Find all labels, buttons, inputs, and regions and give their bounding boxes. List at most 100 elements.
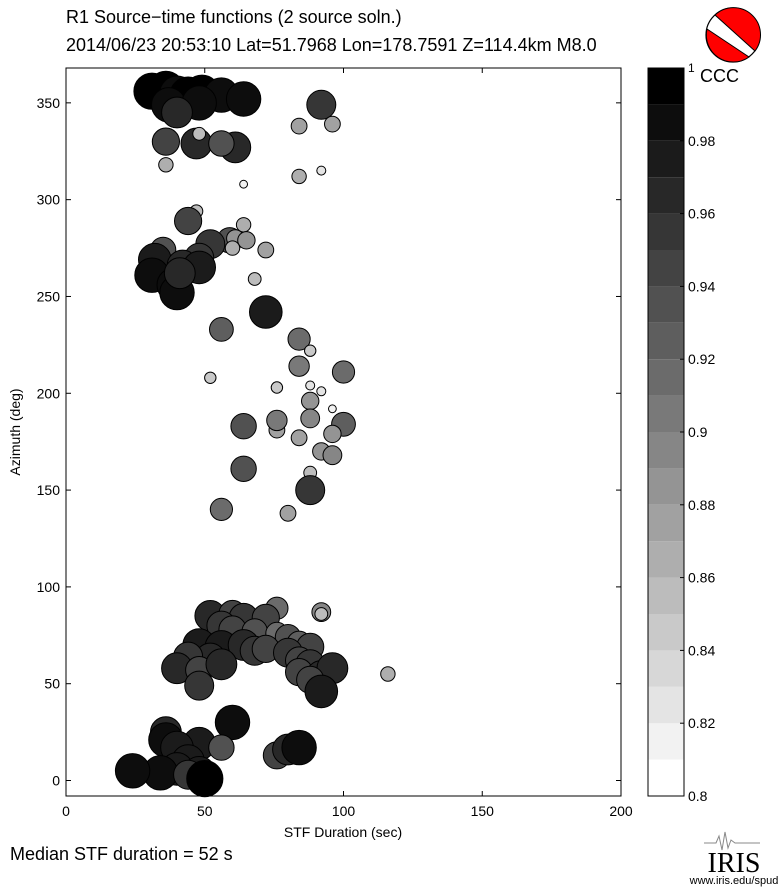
data-point [323,424,342,444]
colorbar-segment [648,650,684,687]
data-point [209,497,233,521]
data-point [214,704,251,741]
colorbar-segment [648,286,684,323]
colorbar-tick-label: 0.98 [688,133,715,149]
data-point [314,607,329,621]
colorbar-tick-label: 0.9 [688,424,708,440]
colorbar-tick-label: 0.8 [688,788,708,804]
colorbar-tick-label: 0.82 [688,715,715,731]
data-point [114,753,151,789]
y-tick-label: 100 [37,579,61,595]
data-point [247,272,262,286]
colorbar-label: CCC [700,66,739,86]
median-duration-text: Median STF duration = 52 s [10,844,233,864]
colorbar-tick-label: 1 [688,61,695,75]
y-tick-label: 200 [37,385,61,401]
data-point [239,179,249,189]
colorbar-segment [648,759,684,796]
data-point [208,734,235,761]
data-point [248,295,283,329]
colorbar-tick-label: 0.86 [688,570,715,586]
data-point [192,126,207,141]
data-point [158,157,174,173]
data-point [174,206,203,236]
colorbar-tick-label: 0.96 [688,206,715,222]
iris-logo-text: IRIS [708,848,761,879]
data-point [225,81,262,117]
colorbar-segment [648,250,684,287]
y-tick-label: 50 [44,676,60,692]
data-point [224,240,241,256]
event-info: 2014/06/23 20:53:10 Lat=51.7968 Lon=178.… [66,35,597,55]
data-point [186,760,224,798]
data-point [295,475,326,506]
colorbar-segment [648,359,684,396]
colorbar-segment [648,322,684,360]
data-point [266,409,288,432]
colorbar-segment [648,68,684,105]
data-point [331,360,356,384]
data-point [380,666,396,682]
y-tick-label: 150 [37,482,61,498]
data-point [288,355,310,377]
x-tick-label: 200 [609,803,633,819]
data-point [300,408,321,429]
colorbar-segment [648,577,684,614]
data-point [301,391,320,411]
x-tick-label: 100 [332,803,356,819]
iris-logo: IRIS www.iris.edu/spud [689,831,779,887]
colorbar-segment [648,614,684,651]
data-point [328,404,337,414]
data-point [305,380,316,391]
x-tick-label: 0 [62,803,70,819]
colorbar-tick-label: 0.92 [688,351,715,367]
data-point [287,327,311,351]
y-tick-label: 300 [37,192,61,208]
data-point [281,729,317,766]
data-point [161,96,193,129]
data-point [306,89,337,120]
x-axis-label: STF Duration (sec) [284,824,402,840]
data-point [184,670,215,701]
data-point [237,231,256,250]
colorbar-segment [648,140,684,178]
x-tick-label: 150 [471,803,495,819]
data-point [290,117,308,135]
data-point [163,257,196,290]
colorbar-segment [648,723,684,760]
data-point [270,381,284,394]
data-point [291,168,307,185]
data-point [322,445,343,466]
colorbar-segment [648,395,684,432]
colorbar-segment [648,541,684,578]
data-point [204,371,217,384]
colorbar-segment [648,468,684,505]
data-point [208,130,235,157]
iris-logo-url: www.iris.edu/spud [689,875,779,887]
data-point [324,115,341,133]
data-point [205,648,238,681]
data-point [151,127,180,156]
data-point [290,429,308,447]
chart-title: R1 Source−time functions (2 source soln.… [66,7,402,27]
y-tick-label: 0 [52,773,60,789]
data-point [209,317,234,342]
x-tick-label: 50 [197,803,213,819]
colorbar-segment [648,104,684,141]
data-point [316,165,327,176]
colorbar-segment [648,686,684,724]
beachball-icon [705,7,761,63]
colorbar-segment [648,504,684,542]
data-point [304,344,317,357]
axes-ticks: 0 50 100 150 200 0 50 100 150 200 250 300 350 [37,68,633,819]
y-axis-label: Azimuth (deg) [7,388,23,475]
data-points [114,70,396,798]
data-point [316,386,327,397]
data-point [257,241,275,259]
data-point [304,674,339,709]
data-point [230,413,257,440]
colorbar-segment [648,432,684,469]
colorbar: 0.8 0.82 0.84 0.86 0.88 0.9 0.92 0.94 0.96 0.98 1 [647,61,715,804]
colorbar-tick-label: 0.88 [688,497,715,513]
